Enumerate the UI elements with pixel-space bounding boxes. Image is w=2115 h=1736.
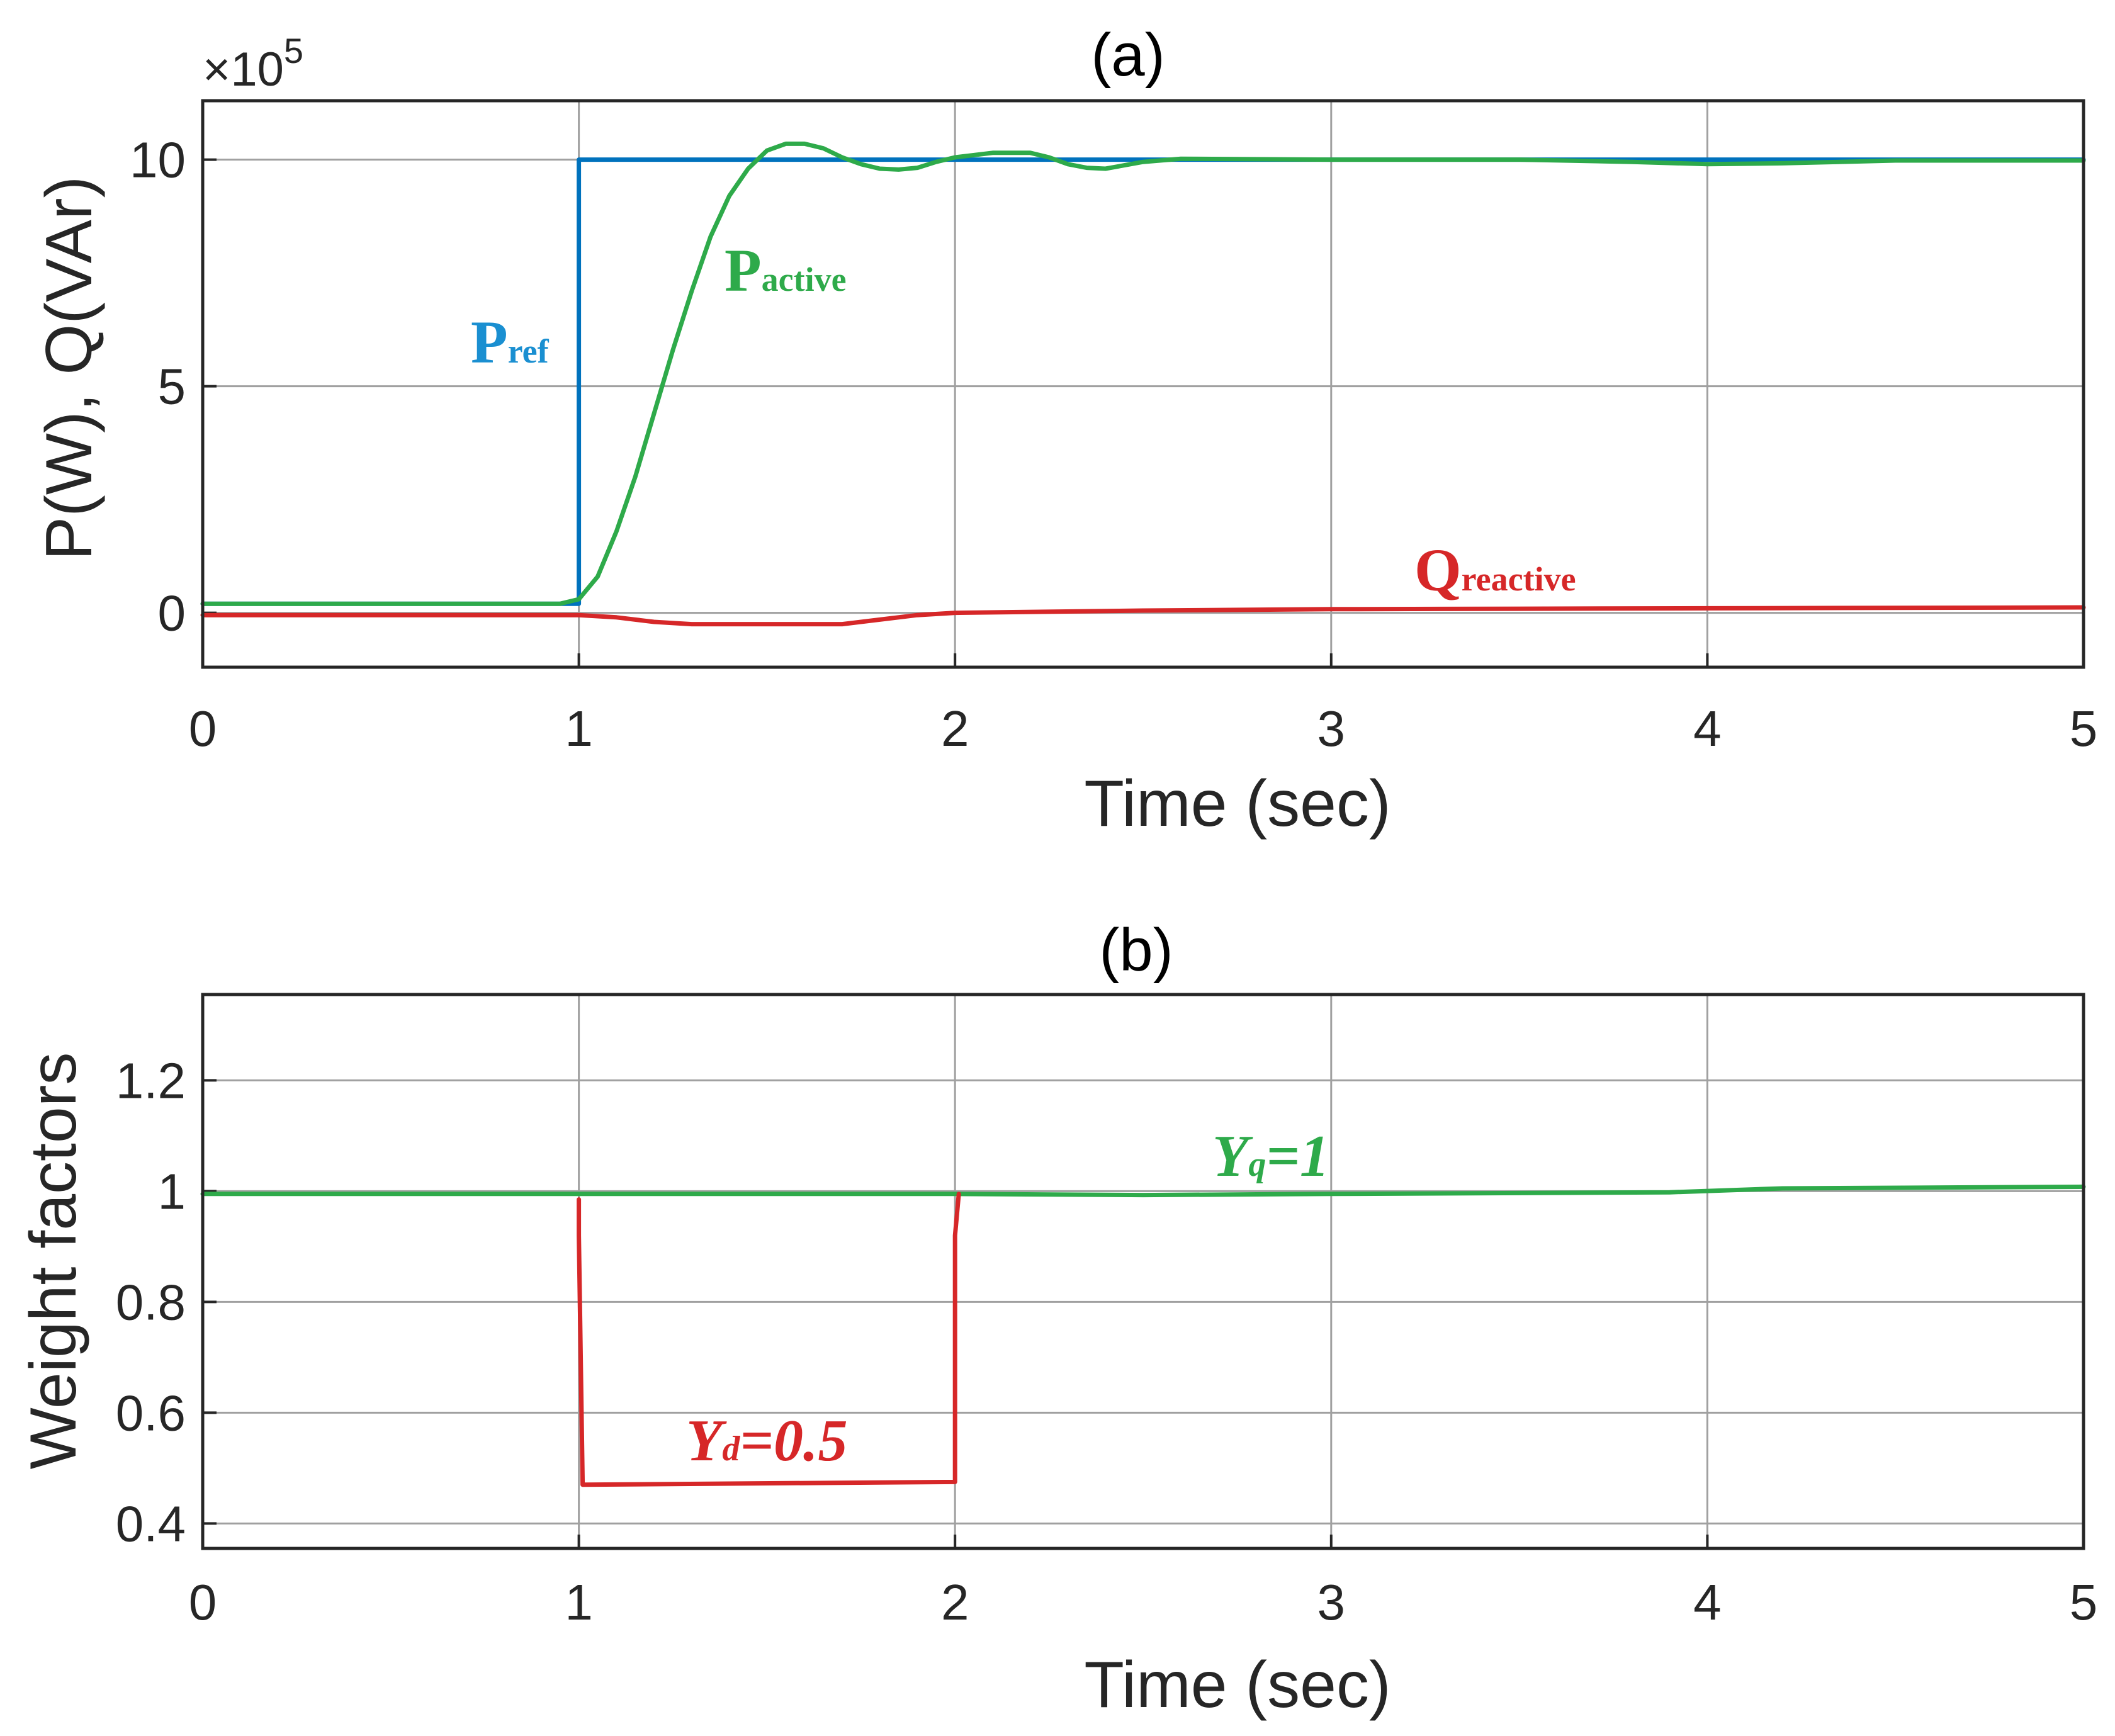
pref-annotation-sub: ref [508,332,550,370]
panel-b-x-tick-label: 1 [565,1574,593,1630]
yd-annotation-sub: d [722,1429,740,1468]
panel-a-x-tick-label: 1 [565,701,593,757]
panel-a-lines [200,141,2086,627]
pref-annotation: Pref [471,308,550,376]
panel-a-x-tick-label: 2 [941,701,969,757]
qreactive-annotation-sub: reactive [1462,560,1576,598]
panel-a-chart: 0 1 2 3 4 5 0 5 10 (a) Time (sec) P(W), Q(VAr) ×… [33,21,2097,840]
yd-annotation-suffix: =0.5 [740,1408,847,1474]
panel-b-title: (b) [1099,916,1173,984]
pactive-annotation-main: P [725,237,762,304]
panel-a-x-tick-label: 5 [2070,701,2098,757]
panel-b-y-tick-label: 0.4 [116,1496,186,1552]
yq-annotation-main: Y [1212,1124,1253,1189]
series-yq-line [200,1184,2086,1198]
yd-annotation-main: Y [686,1408,727,1474]
panel-b-x-tick-label: 3 [1317,1574,1346,1630]
panel-b-x-tick-label: 4 [1693,1574,1722,1630]
panel-b-y-tick-label: 0.6 [116,1385,186,1441]
panel-b-grid [201,995,2085,1548]
qreactive-annotation: Qreactive [1414,536,1576,604]
panel-b-x-tick-label: 2 [941,1574,969,1630]
panel-a-y-exponent: ×105 [203,31,303,96]
pref-annotation-main: P [471,308,508,376]
panel-b-lines [200,1184,2086,1487]
panel-a-x-tick-label: 3 [1317,701,1346,757]
pactive-annotation-sub: active [762,261,847,298]
panel-a-x-tick-label: 0 [189,701,217,757]
panel-a-axes-box [201,99,2085,669]
panel-b-chart: 0 1 2 3 4 5 0.4 0.6 0.8 1 1.2 (b) Time (sec) Weigh… [17,916,2097,1722]
panel-b-y-axis-label: Weight factors [17,1052,90,1470]
panel-a-tick-labels: 0 1 2 3 4 5 0 5 10 [130,132,2097,757]
panel-b-axes-box [201,993,2085,1550]
panel-a-title: (a) [1091,21,1165,89]
panel-b-x-tick-label: 0 [189,1574,217,1630]
panel-b-y-tick-label: 1 [158,1163,186,1219]
yq-annotation: Yq=1 [1212,1124,1329,1189]
panel-b-y-tick-label: 1.2 [116,1052,186,1108]
pactive-annotation: Pactive [725,237,847,304]
panel-b-tick-labels: 0 1 2 3 4 5 0.4 0.6 0.8 1 1.2 [116,1052,2097,1630]
series-yd-line [577,1192,961,1487]
panel-b-x-tick-label: 5 [2070,1574,2098,1630]
panel-a-y-tick-label: 5 [158,359,186,415]
panel-a-x-tick-label: 4 [1693,701,1722,757]
panel-a-y-tick-label: 10 [130,132,186,188]
panel-b-x-axis-label: Time (sec) [1084,1649,1390,1722]
qreactive-annotation-main: Q [1414,536,1462,604]
yq-annotation-suffix: =1 [1266,1124,1329,1189]
panel-a-x-axis-label: Time (sec) [1084,767,1390,840]
series-pactive-line [200,141,2086,606]
yq-annotation-sub: q [1248,1145,1266,1184]
series-qreactive-line [200,605,2086,627]
panel-a-y-tick-label: 0 [158,585,186,641]
panel-b-y-tick-label: 0.8 [116,1274,186,1330]
yd-annotation: Yd=0.5 [686,1408,848,1474]
panel-a-y-axis-label: P(W), Q(VAr) [33,176,106,560]
